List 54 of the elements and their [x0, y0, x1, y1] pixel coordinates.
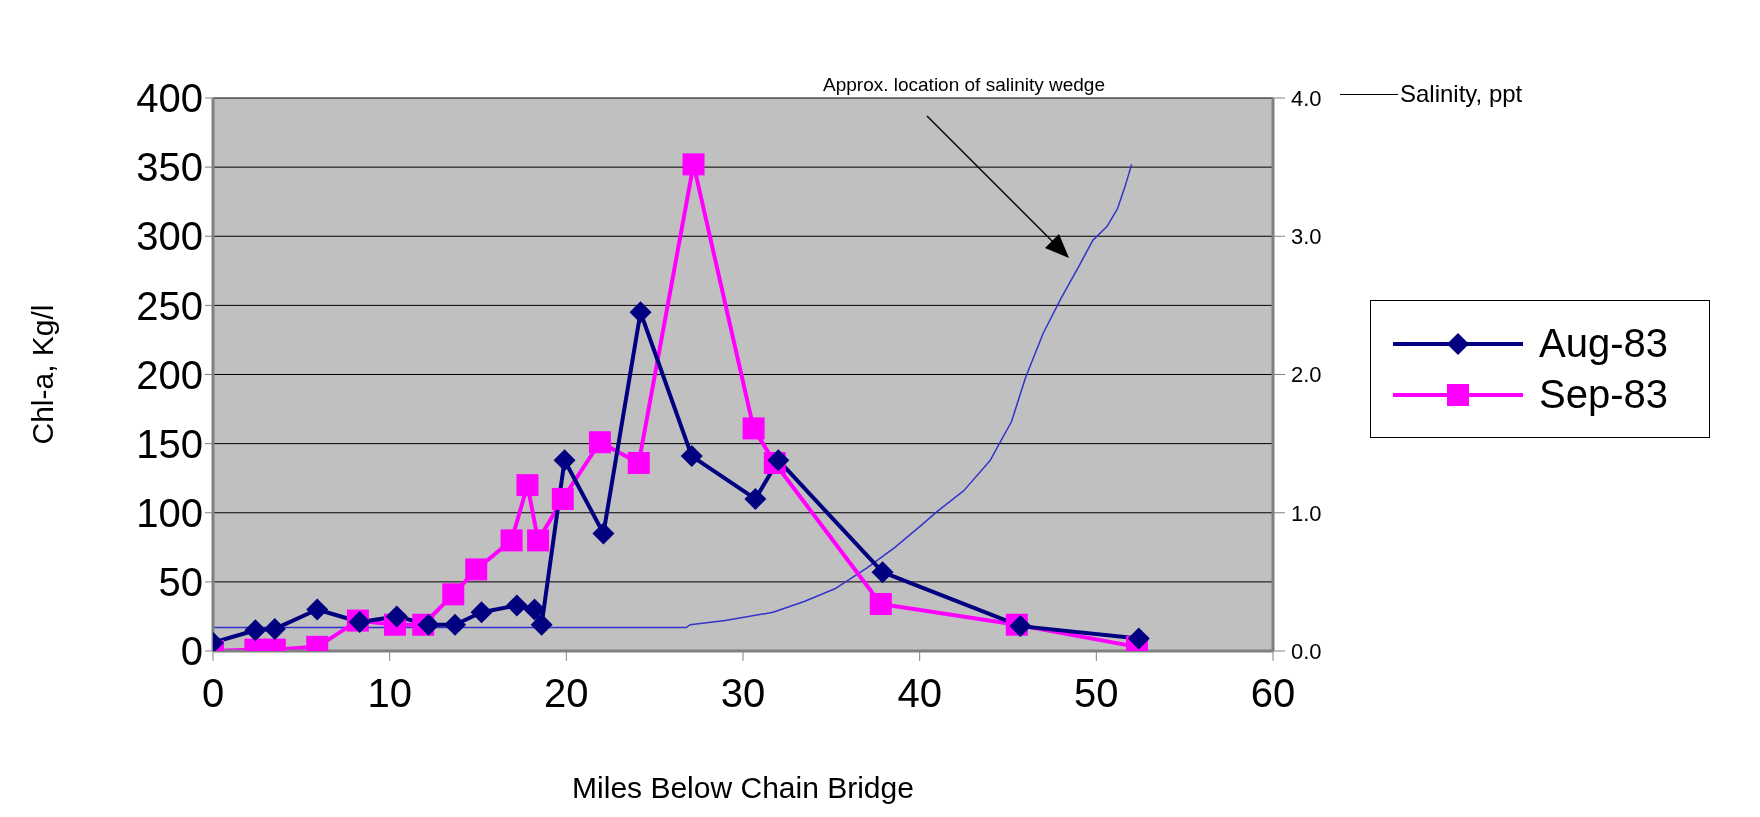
x-tick-label: 10: [367, 671, 412, 716]
y-axis-title: Chl-a, Kg/l: [25, 304, 59, 445]
y-tick-label: 350: [136, 145, 203, 190]
point: [742, 417, 765, 440]
y-tick-label: 300: [136, 214, 203, 259]
point: [244, 619, 267, 642]
y2-axis-title: Salinity, ppt: [1400, 80, 1523, 108]
legend-label: Aug-83: [1539, 321, 1668, 366]
legend-label: Sep-83: [1539, 372, 1668, 417]
point: [627, 451, 650, 474]
x-tick-label: 40: [897, 671, 942, 716]
point: [871, 561, 894, 584]
y2-tick-label: 1.0: [1291, 500, 1322, 526]
point: [417, 613, 440, 636]
y2-tick-label: 0.0: [1291, 638, 1322, 664]
point: [444, 613, 467, 636]
y2-tick-label: 3.0: [1291, 224, 1322, 250]
x-tick-label: 50: [1074, 671, 1119, 716]
x-tick-label: 20: [544, 671, 589, 716]
point: [553, 449, 576, 472]
point: [470, 601, 493, 624]
point: [306, 598, 329, 621]
y-tick-label: 400: [136, 76, 203, 121]
point: [869, 593, 892, 615]
point: [680, 445, 703, 468]
point: [592, 522, 615, 545]
point: [500, 529, 523, 552]
point: [442, 583, 465, 606]
point: [516, 474, 539, 497]
y-tick-label: 200: [136, 352, 203, 397]
y-tick-label: 50: [158, 560, 203, 605]
point: [530, 613, 553, 636]
y2-tick-label: 2.0: [1291, 362, 1322, 388]
x-axis-title: Miles Below Chain Bridge: [572, 771, 914, 804]
point: [385, 605, 408, 628]
x-tick-label: 60: [1250, 671, 1296, 716]
point: [1127, 627, 1150, 650]
point: [744, 487, 767, 510]
text: Approx. location of salinity wedge: [823, 74, 1105, 96]
point: [505, 594, 528, 617]
point: [465, 558, 488, 581]
y2-tick-label: 4.0: [1291, 85, 1322, 111]
y-tick-label: 0: [180, 629, 203, 674]
point: [523, 598, 546, 621]
point: [263, 617, 286, 640]
point: [682, 153, 705, 176]
point: [588, 431, 611, 454]
point: [527, 529, 550, 552]
point: [551, 487, 574, 510]
y-tick-label: 100: [136, 490, 203, 535]
x-tick-label: 30: [720, 671, 766, 716]
y-tick-label: 150: [136, 421, 203, 466]
point: [629, 301, 652, 324]
y-tick-label: 250: [136, 283, 203, 328]
